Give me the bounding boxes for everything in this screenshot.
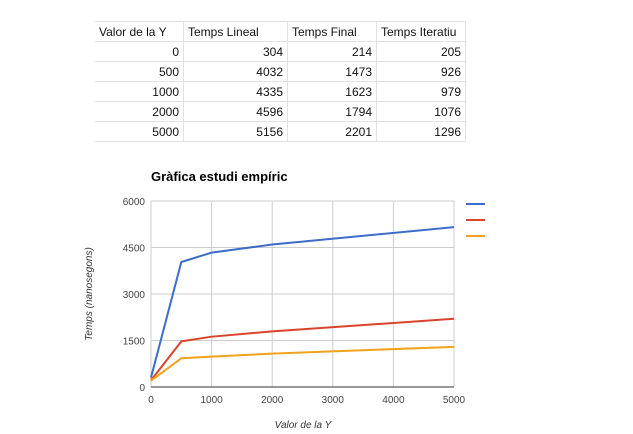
series-line-2 xyxy=(150,317,455,381)
table-cell: 1623 xyxy=(287,81,377,102)
table-cell: 304 xyxy=(183,41,288,62)
table-cell: 4596 xyxy=(183,101,288,122)
table-cell: 926 xyxy=(376,61,466,82)
x-axis-title: Valor de la Y xyxy=(275,420,333,431)
table-cell: 4032 xyxy=(183,61,288,82)
y-tick-label: 0 xyxy=(139,383,145,394)
x-tick-label: 0 xyxy=(148,395,154,406)
data-table: Valor de la Y Temps Lineal Temps Final T… xyxy=(95,21,466,142)
table-cell: 0 xyxy=(95,41,184,62)
y-tick-label: 1500 xyxy=(123,337,146,348)
table-header-row: Valor de la Y Temps Lineal Temps Final T… xyxy=(95,21,466,42)
table-cell: 500 xyxy=(95,61,184,82)
table-cell: 214 xyxy=(287,41,377,62)
table-cell: 1794 xyxy=(287,101,377,122)
gridlines xyxy=(150,200,455,388)
table-cell: 5000 xyxy=(95,121,184,142)
x-tick-label: 5000 xyxy=(443,395,466,406)
x-tick-label: 3000 xyxy=(322,395,345,406)
table-cell: 205 xyxy=(376,41,466,62)
series-line-1 xyxy=(150,226,455,378)
table-row: 1000 4335 1623 979 xyxy=(95,81,466,102)
chart-title: Gràfica estudi empíric xyxy=(151,169,288,184)
table-row: 5000 5156 2201 1296 xyxy=(95,121,466,142)
x-tick-label: 4000 xyxy=(382,395,405,406)
y-tick-label: 6000 xyxy=(123,197,146,208)
column-header: Temps Final xyxy=(287,21,377,42)
column-header: Valor de la Y xyxy=(95,21,184,42)
legend xyxy=(466,203,485,237)
table-row: 500 4032 1473 926 xyxy=(95,61,466,82)
series-lines xyxy=(150,226,455,382)
table-cell: 979 xyxy=(376,81,466,102)
y-axis-title: Temps (nanosegons) xyxy=(84,247,95,341)
y-tick-label: 3000 xyxy=(123,290,146,301)
y-tick-label: 4500 xyxy=(123,244,146,255)
table-cell: 2201 xyxy=(287,121,377,142)
table-cell: 2000 xyxy=(95,101,184,122)
column-header: Temps Lineal xyxy=(183,21,288,42)
x-tick-label: 2000 xyxy=(261,395,284,406)
table-cell: 1296 xyxy=(376,121,466,142)
series-line-3 xyxy=(150,345,455,382)
table-row: 0 304 214 205 xyxy=(95,41,466,62)
column-header: Temps Iteratiu xyxy=(376,21,466,42)
table-cell: 4335 xyxy=(183,81,288,102)
table-row: 2000 4596 1794 1076 xyxy=(95,101,466,122)
table-cell: 5156 xyxy=(183,121,288,142)
table-cell: 1473 xyxy=(287,61,377,82)
x-tick-label: 1000 xyxy=(200,395,223,406)
tick-labels: 0 1500 3000 4500 6000 0 1000 2000 3000 4000 5000 xyxy=(123,197,466,406)
table-cell: 1000 xyxy=(95,81,184,102)
table-cell: 1076 xyxy=(376,101,466,122)
